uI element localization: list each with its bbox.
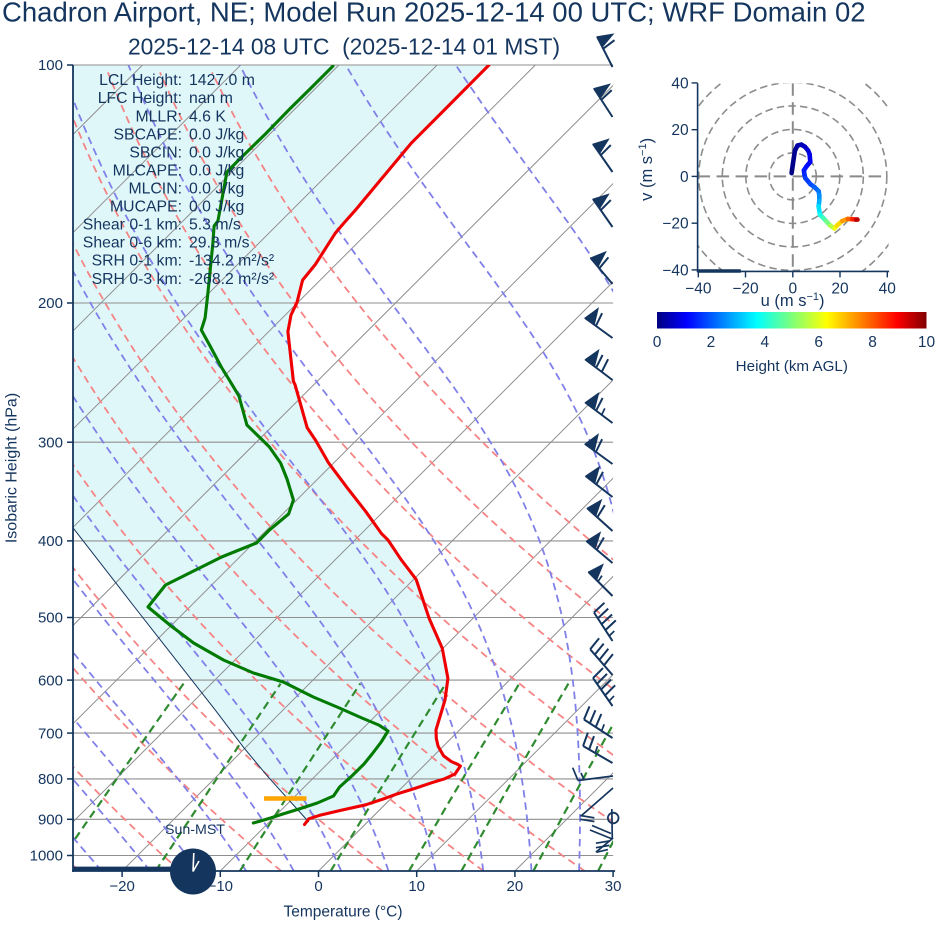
svg-text:SBCAPE:: SBCAPE: (114, 126, 182, 143)
svg-text:-134.2 m²/s²: -134.2 m²/s² (189, 253, 274, 270)
svg-text:40: 40 (671, 75, 689, 92)
svg-text:−40: −40 (662, 262, 689, 279)
svg-text:MLCAPE:: MLCAPE: (113, 162, 182, 179)
svg-text:0.0 J/kg: 0.0 J/kg (189, 144, 244, 161)
svg-text:-268.2 m²/s²: -268.2 m²/s² (189, 271, 274, 288)
svg-text:0.0 J/kg: 0.0 J/kg (189, 162, 244, 179)
svg-text:1000: 1000 (30, 848, 63, 865)
svg-text:10: 10 (918, 334, 936, 351)
svg-text:600: 600 (38, 672, 63, 689)
svg-text:6: 6 (814, 334, 823, 351)
svg-text:800: 800 (38, 771, 63, 788)
svg-text:700: 700 (38, 725, 63, 742)
svg-text:500: 500 (38, 610, 63, 627)
svg-text:300: 300 (38, 434, 63, 451)
svg-text:0.0 J/kg: 0.0 J/kg (189, 181, 244, 198)
svg-text:Shear 0-6 km:: Shear 0-6 km: (83, 235, 182, 252)
svg-text:2: 2 (707, 334, 716, 351)
svg-text:100: 100 (38, 57, 63, 74)
svg-text:SRH 0-1 km:: SRH 0-1 km: (92, 253, 182, 270)
svg-text:−20: −20 (109, 878, 134, 895)
svg-text:LFC Height:: LFC Height: (98, 90, 182, 107)
svg-text:0: 0 (653, 334, 662, 351)
svg-text:Sun-MST: Sun-MST (165, 822, 225, 838)
svg-text:MUCAPE:: MUCAPE: (110, 199, 182, 216)
svg-text:40: 40 (879, 280, 897, 297)
svg-text:−20: −20 (662, 216, 689, 233)
svg-text:20: 20 (507, 878, 524, 895)
svg-text:0: 0 (788, 280, 797, 297)
svg-text:Chadron Airport, NE; Model Run: Chadron Airport, NE; Model Run 2025-12-1… (2, 0, 866, 28)
svg-text:4: 4 (760, 334, 769, 351)
svg-text:20: 20 (831, 280, 849, 297)
svg-text:0.0 J/kg: 0.0 J/kg (189, 126, 244, 143)
svg-text:400: 400 (38, 533, 63, 550)
svg-text:4.6 K: 4.6 K (189, 108, 226, 125)
svg-text:10: 10 (408, 878, 425, 895)
svg-text:Shear 0-1 km:: Shear 0-1 km: (83, 217, 182, 234)
svg-text:900: 900 (38, 812, 63, 829)
svg-text:SBCIN:: SBCIN: (129, 144, 182, 161)
svg-text:30: 30 (605, 878, 622, 895)
svg-text:1427.0 m: 1427.0 m (189, 72, 255, 89)
svg-text:MLCIN:: MLCIN: (128, 181, 182, 198)
svg-text:0: 0 (314, 878, 322, 895)
svg-text:−40: −40 (685, 280, 712, 297)
svg-text:200: 200 (38, 295, 63, 312)
svg-text:−20: −20 (732, 280, 759, 297)
svg-text:8: 8 (868, 334, 877, 351)
svg-text:nan m: nan m (189, 90, 233, 107)
svg-text:20: 20 (671, 122, 689, 139)
svg-text:Height (km AGL): Height (km AGL) (736, 358, 848, 375)
svg-text:0: 0 (680, 169, 689, 186)
svg-text:2025-12-14 08 UTC (2025-12-14: 2025-12-14 08 UTC (2025-12-14 01 MST) (128, 33, 560, 59)
svg-text:Isobaric Height (hPa): Isobaric Height (hPa) (4, 393, 21, 543)
svg-text:LCL Height:: LCL Height: (99, 72, 182, 89)
svg-text:MLLR:: MLLR: (135, 108, 182, 125)
svg-text:5.3 m/s: 5.3 m/s (189, 217, 241, 234)
svg-text:0.0 J/kg: 0.0 J/kg (189, 199, 244, 216)
svg-text:−10: −10 (208, 878, 233, 895)
svg-text:29.3 m/s: 29.3 m/s (189, 235, 250, 252)
svg-text:SRH 0-3 km:: SRH 0-3 km: (92, 271, 182, 288)
svg-text:Temperature (°C): Temperature (°C) (283, 904, 402, 921)
